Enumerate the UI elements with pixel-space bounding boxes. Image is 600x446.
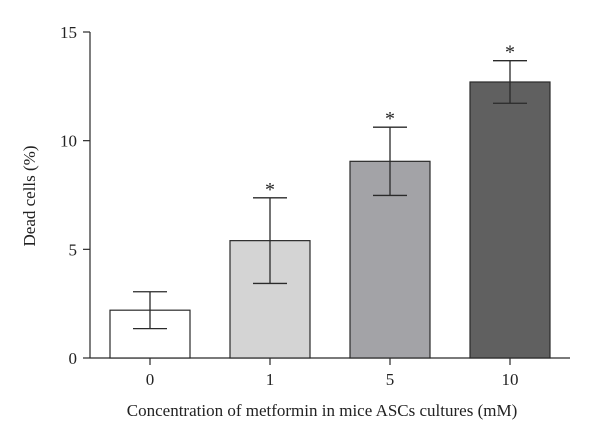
error-bars [133, 60, 527, 330]
bars [109, 81, 551, 359]
significance-marks: * * * [265, 42, 515, 201]
significance-asterisk: * [505, 42, 515, 64]
y-axis-label: Dead cells (%) [20, 145, 39, 246]
bar-5 [349, 160, 431, 359]
x-tick-label: 5 [386, 370, 395, 389]
significance-asterisk: * [265, 179, 275, 201]
y-tick-label: 15 [60, 23, 77, 42]
x-tick-label: 0 [146, 370, 155, 389]
x-axis-label: Concentration of metformin in mice ASCs … [127, 401, 517, 420]
significance-asterisk: * [385, 108, 395, 130]
x-axis: 0 1 5 10 [90, 357, 570, 389]
bar-10 [469, 81, 551, 359]
x-tick-label: 10 [502, 370, 519, 389]
y-tick-label: 0 [69, 349, 78, 368]
y-tick-label: 10 [60, 132, 77, 151]
x-tick-label: 1 [266, 370, 275, 389]
y-axis: 0 5 10 15 [60, 23, 91, 368]
y-tick-label: 5 [69, 240, 78, 259]
